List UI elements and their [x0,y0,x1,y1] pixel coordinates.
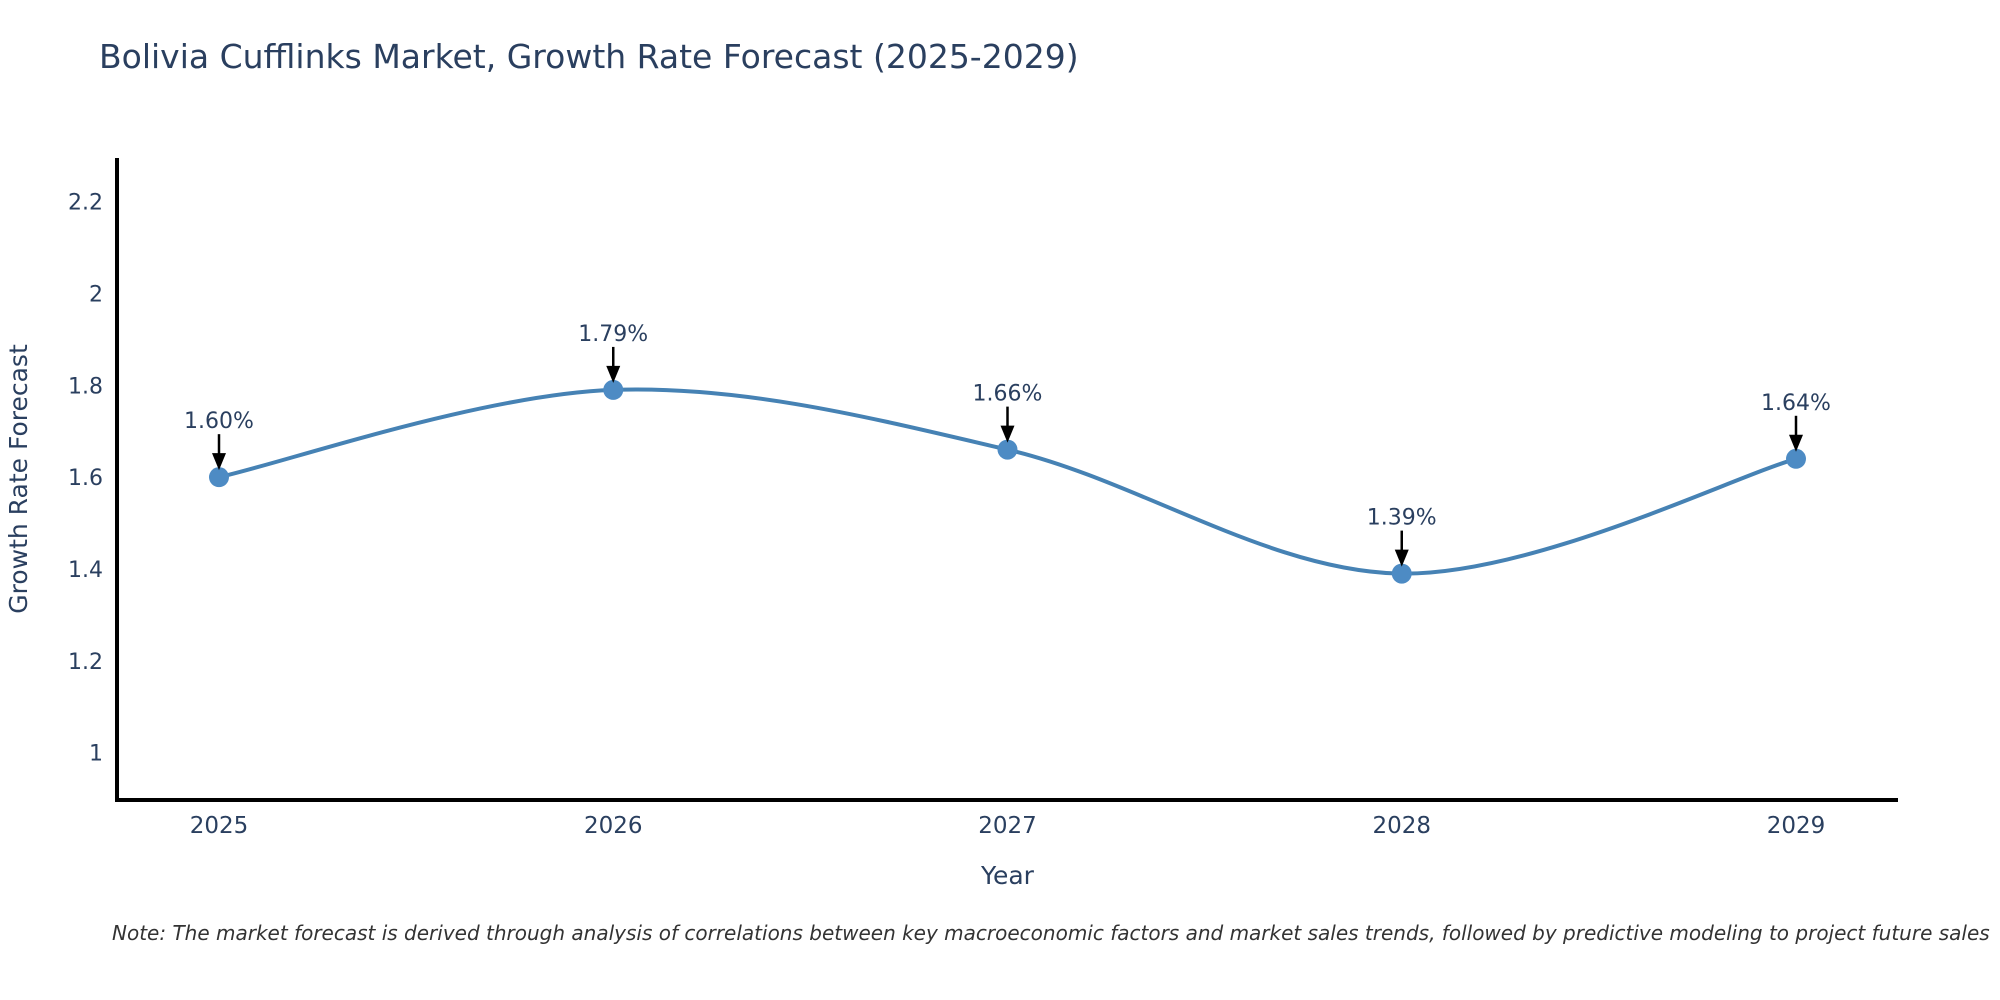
data-point-marker [997,439,1018,460]
annotation-arrowhead [1789,434,1803,452]
y-tick-label: 1.2 [68,650,103,675]
axis-lines [115,158,1898,802]
point-annotation-label: 1.64% [1761,391,1831,416]
y-tick-label: 1.8 [68,374,103,399]
y-tick-label: 2.2 [68,191,103,216]
point-annotation-label: 1.39% [1367,506,1437,531]
y-tick-label: 1 [89,742,103,767]
point-annotation-label: 1.79% [578,322,648,347]
data-point-marker [603,379,624,400]
data-point-marker [1786,448,1806,469]
annotation-arrowhead [1000,425,1015,443]
x-axis-title: Year [980,861,1035,890]
x-tick-label: 2027 [978,813,1037,839]
y-axis-title: Growth Rate Forecast [4,344,33,614]
y-tick-label: 2 [89,282,103,307]
y-tick-label: 1.6 [68,466,103,491]
x-tick-label: 2028 [1372,813,1431,839]
point-annotation-label: 1.60% [184,409,254,434]
footnote: Note: The market forecast is derived thr… [112,921,1990,945]
x-tick-label: 2026 [584,813,643,839]
annotation-arrowhead [212,453,226,471]
x-tick-label: 2025 [190,813,249,839]
annotation-arrowhead [1394,549,1409,567]
point-annotation-label: 1.66% [973,382,1043,407]
data-point-marker [209,467,229,488]
data-point-marker [1391,563,1412,584]
y-tick-label: 1.4 [68,558,103,583]
annotation-arrowhead [606,365,621,383]
x-tick-label: 2029 [1767,813,1826,839]
chart-title: Bolivia Cufflinks Market, Growth Rate Fo… [99,37,1079,76]
